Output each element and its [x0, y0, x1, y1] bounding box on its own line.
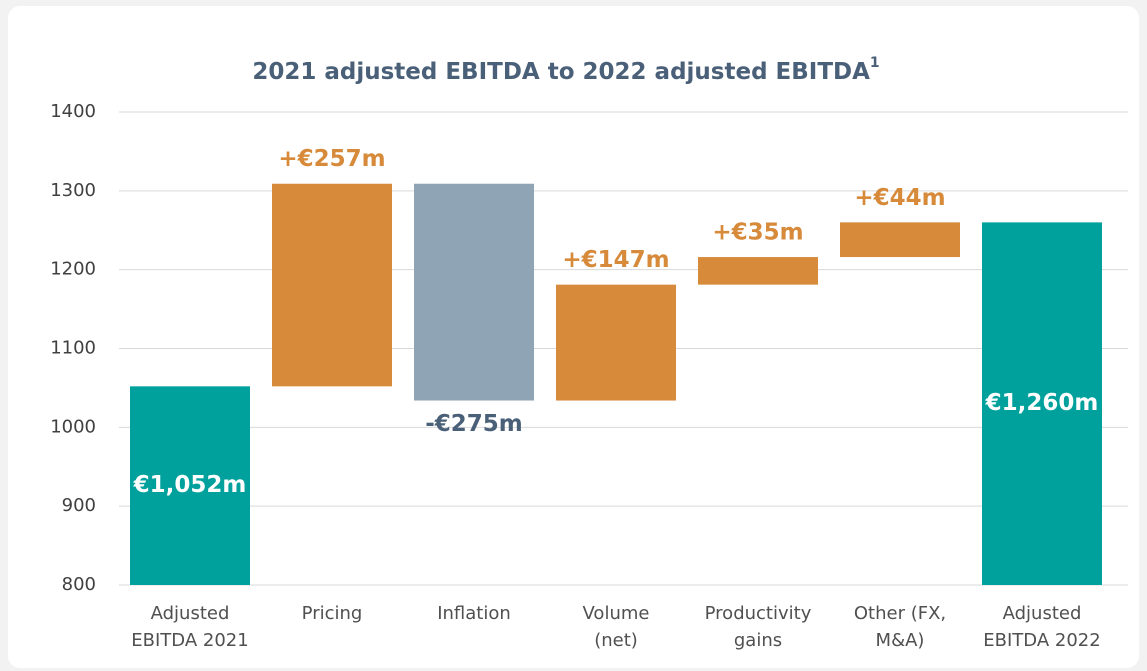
y-tick-label: 1300 [50, 180, 96, 201]
x-tick-label: M&A) [876, 630, 925, 651]
data-label: +€35m [712, 220, 803, 246]
y-tick-label: 1200 [50, 259, 96, 280]
x-tick-label: Productivity [705, 603, 812, 624]
x-tick-label: Other (FX, [854, 603, 946, 624]
y-tick-label: 1100 [50, 338, 96, 359]
bar [272, 183, 392, 387]
x-tick-label: EBITDA 2022 [983, 630, 1100, 651]
x-tick-label: Inflation [437, 603, 511, 624]
data-label: +€257m [278, 146, 385, 172]
y-tick-label: 1400 [50, 101, 96, 122]
data-label: €1,052m [133, 472, 247, 498]
x-tick-label: Volume [583, 603, 650, 624]
bar [698, 257, 818, 285]
data-label: €1,260m [985, 390, 1099, 416]
bar [556, 284, 676, 401]
chart-title: 2021 adjusted EBITDA to 2022 adjusted EB… [252, 55, 879, 85]
x-tick-label: (net) [594, 630, 638, 651]
y-tick-label: 800 [62, 574, 96, 595]
data-label: +€44m [854, 185, 945, 211]
data-label: -€275m [425, 411, 523, 437]
y-tick-label: 900 [62, 495, 96, 516]
title-text: 2021 adjusted EBITDA to 2022 adjusted EB… [252, 59, 870, 85]
bar [130, 386, 250, 585]
y-tick-label: 1000 [50, 416, 96, 437]
x-tick-label: EBITDA 2021 [131, 630, 248, 651]
x-tick-label: Adjusted [1003, 603, 1082, 624]
bar [414, 183, 534, 401]
x-tick-label: gains [734, 630, 782, 651]
x-tick-label: Pricing [302, 603, 363, 624]
bar [840, 222, 960, 258]
title-superscript: 1 [870, 55, 880, 71]
bar [982, 222, 1102, 585]
data-label: +€147m [562, 247, 669, 273]
x-tick-label: Adjusted [151, 603, 230, 624]
